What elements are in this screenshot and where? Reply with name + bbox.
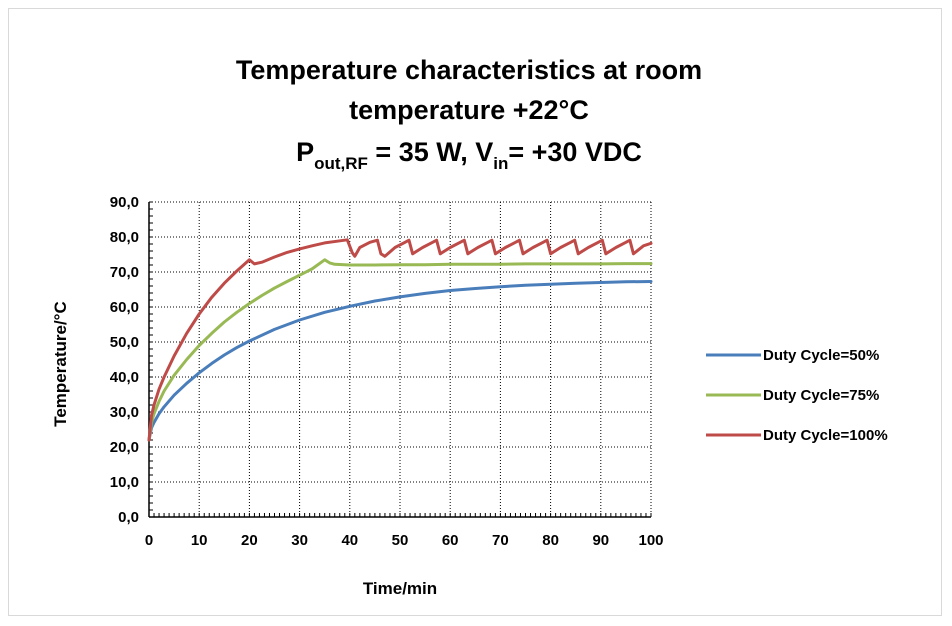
series-line-1: [147, 280, 653, 442]
chart-title-line3: Pout,RF = 35 W, Vin= +30 VDC: [296, 137, 642, 173]
y-tick-label: 30,0: [110, 404, 139, 421]
title-p-rest: = 35 W, V: [368, 137, 493, 167]
legend-label-3: Duty Cycle=100%: [763, 427, 888, 444]
plot-area: 0 10 20 30 40 50 60 70 80 90 100 0,0 10,0 20,0 30,0 40…: [110, 194, 664, 549]
y-tick-labels: 0,0 10,0 20,0 30,0 40,0 50,0 60,0 70,0 80,0 90,0: [110, 194, 139, 526]
legend-label-2: Duty Cycle=75%: [763, 387, 879, 404]
series-line-3: [147, 238, 653, 442]
x-tick-labels: 0 10 20 30 40 50 60 70 80 90 100: [145, 532, 664, 549]
y-tick-label: 60,0: [110, 299, 139, 316]
x-tick-label: 20: [241, 532, 258, 549]
chart-title-line1: Temperature characteristics at room: [236, 55, 702, 85]
x-tick-label: 10: [191, 532, 208, 549]
chart-svg: Temperature characteristics at room temp…: [51, 55, 888, 598]
x-tick-label: 60: [442, 532, 459, 549]
y-tick-label: 80,0: [110, 229, 139, 246]
x-tick-label: 90: [592, 532, 609, 549]
y-tick-label: 50,0: [110, 334, 139, 351]
x-tick-label: 40: [341, 532, 358, 549]
title-p-subscript: out,RF: [314, 154, 368, 173]
y-tick-label: 0,0: [118, 509, 139, 526]
title-v-rest: = +30 VDC: [508, 137, 642, 167]
legend-label-1: Duty Cycle=50%: [763, 347, 879, 364]
x-tick-label: 0: [145, 532, 153, 549]
chart-title-line2: temperature +22°C: [349, 95, 589, 125]
y-axis-title: Temperature/°C: [51, 301, 70, 427]
x-tick-label: 70: [492, 532, 509, 549]
series-line-2: [147, 258, 653, 442]
x-axis-title: Time/min: [363, 579, 437, 598]
y-tick-label: 90,0: [110, 194, 139, 211]
x-tick-label: 30: [291, 532, 308, 549]
chart-frame: Temperature characteristics at room temp…: [8, 8, 942, 616]
y-tick-label: 20,0: [110, 439, 139, 456]
legend: Duty Cycle=50% Duty Cycle=75% Duty Cycle=1…: [706, 347, 888, 444]
y-tick-label: 40,0: [110, 369, 139, 386]
y-tick-label: 10,0: [110, 474, 139, 491]
x-tick-label: 100: [638, 532, 663, 549]
y-tick-label: 70,0: [110, 264, 139, 281]
title-p-main: P: [296, 137, 314, 167]
title-v-subscript: in: [493, 154, 508, 173]
x-tick-label: 50: [392, 532, 409, 549]
series-lines: [147, 238, 653, 442]
x-tick-label: 80: [542, 532, 559, 549]
